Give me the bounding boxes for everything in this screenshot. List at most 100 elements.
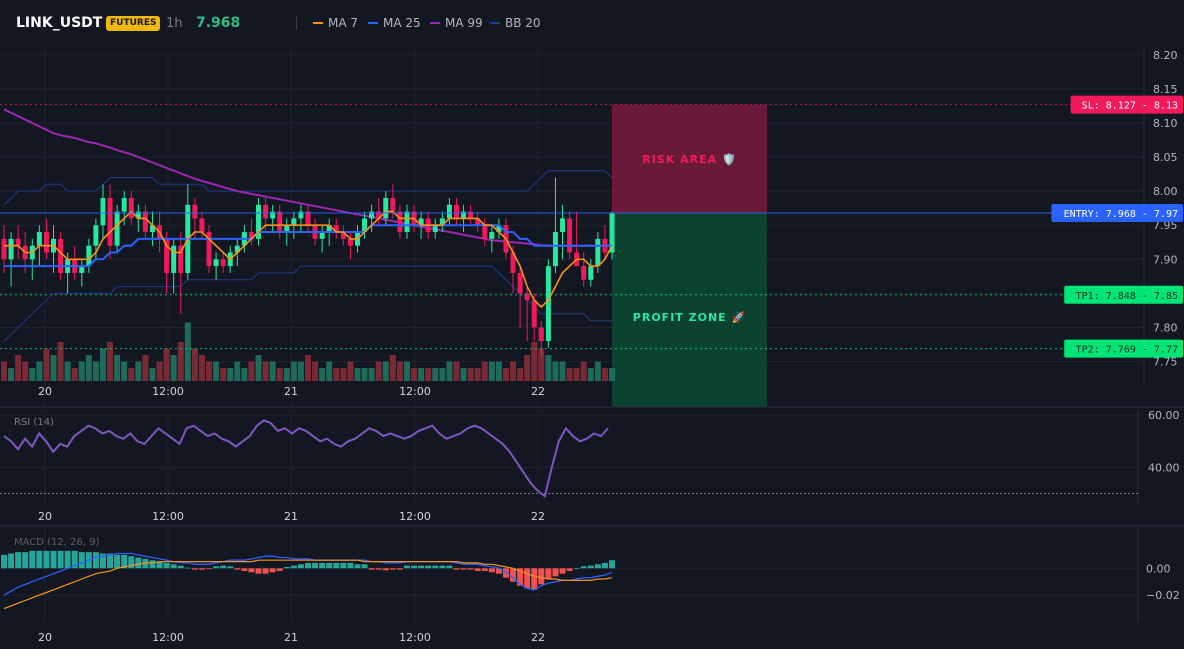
volume-bar: [502, 368, 509, 381]
macd-histogram-bar: [425, 565, 432, 569]
candle-body: [15, 238, 21, 246]
macd-tick-label: −0.02: [1146, 589, 1180, 602]
volume-bar: [432, 368, 439, 381]
level-tag-1: [1051, 203, 1183, 222]
volume-bar: [361, 368, 368, 381]
volume-bar: [149, 368, 156, 381]
candle-body: [347, 238, 353, 246]
volume-bar: [128, 368, 135, 381]
candle-body: [326, 225, 332, 233]
timeframe-label[interactable]: 1h: [166, 16, 183, 31]
rsi-line: [3, 419, 609, 498]
volume-bar: [439, 368, 446, 381]
macd-histogram-bar: [71, 550, 78, 569]
legend-ma7[interactable]: MA 7: [313, 16, 358, 30]
legend-ma25-label: MA 25: [383, 16, 421, 30]
x-label-rsi: 12:00: [152, 510, 184, 523]
macd-histogram-bar: [382, 568, 389, 571]
volume-bar: [283, 368, 290, 381]
level-tag-3: [1064, 339, 1183, 358]
legend-ma7-swatch: [313, 22, 323, 24]
macd-histogram-bar: [142, 558, 149, 569]
legend-bb20[interactable]: BB 20: [490, 16, 541, 30]
legend-ma25[interactable]: MA 25: [368, 16, 421, 30]
profit-zone: [612, 212, 767, 407]
macd-histogram-bar: [29, 550, 36, 569]
x-label-macd: 22: [531, 631, 545, 644]
symbol-name[interactable]: LINK_USDT: [16, 15, 103, 31]
macd-histogram-bar: [128, 556, 135, 569]
macd-histogram-bar: [8, 553, 15, 569]
macd-histogram-bar: [255, 568, 262, 574]
header-divider: [296, 16, 297, 30]
candle-body: [369, 211, 375, 219]
volume-bar: [177, 342, 184, 381]
volume-bar: [453, 361, 460, 381]
macd-histogram-bar: [375, 568, 382, 570]
volume-bar: [552, 361, 559, 381]
macd-histogram-bar: [248, 568, 255, 573]
volume-bar: [312, 361, 319, 381]
legend-ma99-label: MA 99: [445, 16, 483, 30]
macd-histogram-bar: [156, 561, 163, 569]
macd-histogram-bar: [573, 568, 580, 570]
candle-body: [340, 232, 346, 239]
legend-bb20-swatch: [490, 22, 500, 24]
volume-bar: [276, 368, 283, 381]
candle-body: [383, 197, 389, 219]
candle-body: [531, 300, 537, 328]
risk-area-label: RISK AREA 🛡️: [642, 153, 736, 166]
candle-body: [1, 238, 7, 260]
futures-badge: FUTURES: [106, 16, 161, 31]
level-tag-label-1: ENTRY: 7.968 - 7.97: [1064, 209, 1178, 220]
macd-histogram-bar: [36, 550, 43, 569]
volume-bar: [566, 368, 573, 381]
macd-histogram-bar: [396, 568, 403, 570]
level-tag-2: [1064, 285, 1183, 304]
macd-histogram-bar: [184, 567, 191, 569]
volume-bar: [389, 355, 396, 381]
candle-body: [263, 204, 269, 219]
candle-body: [114, 211, 120, 246]
macd-histogram-bar: [439, 565, 446, 569]
volume-bar: [460, 368, 467, 381]
level-tag-label-2: TP1: 7.848 - 7.85: [1076, 291, 1178, 302]
macd-histogram-bar: [78, 552, 85, 569]
candle-body: [489, 232, 495, 239]
candle-body: [206, 232, 212, 267]
risk-area-zone: [612, 104, 767, 213]
candle-body: [453, 204, 459, 219]
candle-body: [376, 211, 382, 219]
macd-histogram-bar: [326, 562, 333, 569]
x-label-macd: 12:00: [399, 631, 431, 644]
candle-body: [545, 266, 551, 342]
legend-ma99[interactable]: MA 99: [430, 16, 483, 30]
volume-bar: [545, 355, 552, 381]
macd-histogram-bar: [213, 566, 220, 569]
price-tick-label: 8.10: [1153, 117, 1178, 130]
candle-body: [468, 211, 474, 219]
profit-zone-label: PROFIT ZONE 🚀: [633, 311, 746, 324]
rsi-title: RSI (14): [14, 417, 54, 428]
candle-body: [149, 225, 155, 233]
macd-histogram-bar: [234, 568, 241, 570]
volume-bar: [142, 355, 149, 381]
volume-bar: [234, 361, 241, 381]
candle-body: [305, 211, 311, 226]
candle-body: [270, 211, 276, 219]
x-label-macd: 21: [284, 631, 298, 644]
volume-bar: [8, 368, 15, 381]
volume-bar: [50, 355, 57, 381]
volume-bar: [510, 361, 517, 381]
x-label-main: 21: [284, 385, 298, 398]
x-label-main: 22: [531, 385, 545, 398]
candle-body: [8, 238, 14, 260]
x-label-rsi: 12:00: [399, 510, 431, 523]
candle-body: [135, 211, 141, 219]
candle-body: [93, 225, 99, 246]
macd-histogram-bar: [601, 562, 608, 569]
macd-histogram-bar: [453, 568, 460, 570]
volume-bar: [474, 368, 481, 381]
level-tag-0: [1070, 95, 1183, 114]
